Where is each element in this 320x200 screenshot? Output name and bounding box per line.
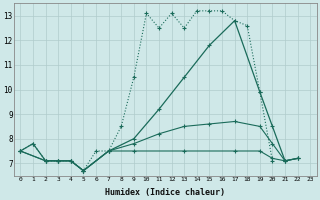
X-axis label: Humidex (Indice chaleur): Humidex (Indice chaleur) <box>105 188 225 197</box>
